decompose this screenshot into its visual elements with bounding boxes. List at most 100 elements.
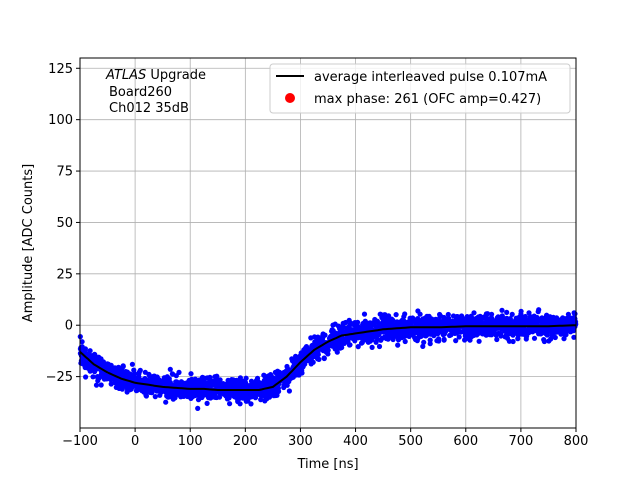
scatter-point [445,311,451,318]
scatter-point [365,339,371,345]
scatter-points [77,307,579,411]
scatter-point [389,316,395,322]
scatter-point [378,337,384,343]
scatter-point [167,366,173,372]
scatter-point [284,363,290,370]
legend-entry-average: average interleaved pulse 0.107mA [314,70,547,85]
scatter-point [541,338,548,345]
scatter-point [96,354,102,360]
scatter-point [364,323,370,330]
scatter-point [394,334,400,340]
x-tick-label: 500 [398,434,423,449]
scatter-point [359,325,365,331]
scatter-point [414,338,420,344]
scatter-point [421,339,427,345]
scatter-point [394,319,400,325]
scatter-point [456,334,462,340]
scatter-point [120,383,126,389]
scatter-point [195,405,201,411]
y-tick-label: 75 [56,165,73,180]
scatter-point [499,320,505,326]
scatter-point [513,315,519,321]
scatter-point [531,313,537,319]
scatter-point [448,328,454,334]
scatter-point [376,343,383,350]
scatter-point [82,346,88,352]
scatter-point [462,337,468,343]
scatter-point [551,327,557,333]
scatter-point [571,334,577,340]
scatter-point [216,394,223,400]
scatter-point [434,338,440,344]
y-tick-label: 25 [56,267,73,282]
plot-frame [79,57,577,429]
scatter-point [459,314,465,321]
scatter-point [225,377,231,383]
scatter-point [498,333,504,339]
scatter-point [373,339,379,345]
scatter-point [369,337,375,343]
scatter-point [267,378,273,384]
scatter-point [315,355,321,362]
scatter-point [159,378,165,385]
scatter-point [290,374,296,380]
scatter-point [427,337,433,343]
scatter-point [504,335,511,341]
scatter-point [281,382,287,388]
scatter-point [224,396,230,402]
scatter-point [361,311,368,317]
legend: average interleaved pulse 0.107mA max ph… [269,63,571,114]
scatter-point [402,311,408,317]
scatter-point [152,394,158,400]
scatter-point [245,384,251,390]
scatter-point [286,388,292,394]
scatter-point [481,314,487,320]
legend-box [269,63,571,114]
scatter-point [331,339,337,345]
scatter-point [345,338,351,344]
scatter-point [123,370,129,376]
scatter-point [413,321,420,327]
scatter-point [222,390,228,397]
scatter-point [395,342,401,348]
scatter-point [359,335,366,341]
scatter-point [249,390,255,396]
scatter-point [217,377,223,383]
scatter-point [271,393,277,399]
scatter-point [454,316,460,322]
scatter-point [550,333,556,339]
scatter-point [510,338,516,345]
scatter-point [524,318,530,324]
scatter-point [158,389,164,395]
scatter-point [377,322,383,328]
y-tick-label: 100 [48,113,73,128]
scatter-point [390,336,396,343]
scatter-point [96,360,102,366]
scatter-point [518,311,524,317]
scatter-point [563,320,570,326]
scatter-point [531,335,538,341]
scatter-point [355,333,362,339]
y-tick-label: 0 [65,319,73,334]
scatter-point [102,375,109,381]
scatter-point [92,352,98,358]
scatter-point [302,345,309,351]
scatter-point [535,309,541,315]
scatter-point [530,329,536,335]
scatter-point [429,316,435,322]
scatter-point [98,382,104,388]
scatter-point [450,313,457,319]
scatter-point [241,382,247,389]
scatter-point [485,311,491,317]
annotation-channel: Ch012 35dB [109,101,189,116]
scatter-point [562,332,568,338]
scatter-point [382,312,388,318]
x-tick-label: 800 [564,434,589,449]
scatter-point [339,344,345,351]
scatter-point [553,320,559,326]
annotation-atlas: ATLAS [105,68,146,83]
y-tick-label: −25 [46,370,73,385]
legend-entry-max-phase: max phase: 261 (OFC amp=0.427) [314,92,541,107]
scatter-point [406,321,412,327]
scatter-point [176,369,182,375]
